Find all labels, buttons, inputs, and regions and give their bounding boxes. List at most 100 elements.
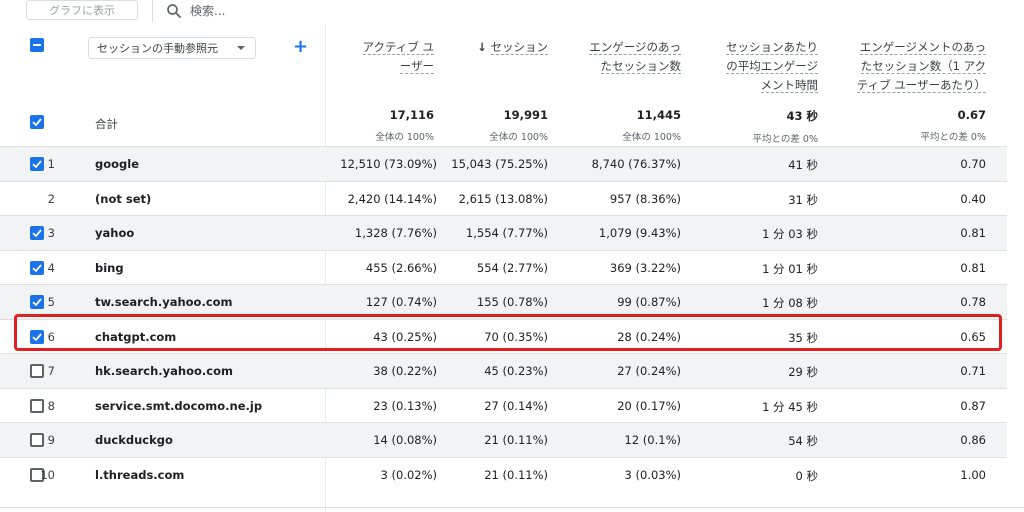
table-row[interactable]: 6 chatgpt.com 43 (0.25%) 70 (0.35%) 28 (0.24… (0, 318, 1007, 354)
table-row[interactable]: 1 google 12,510 (73.09%) 15,043 (75.25%) 8,7… (0, 146, 1007, 181)
select-all-checkbox[interactable] (30, 38, 44, 52)
search-input[interactable]: 検索... (190, 4, 226, 18)
check-icon (32, 332, 42, 341)
sort-arrow-icon: ↓ (477, 40, 487, 54)
row-source-name: l.threads.com (95, 467, 185, 482)
cell-active-users: 14 (0.08%) (373, 433, 437, 447)
row-index: 1 (47, 157, 55, 171)
column-header-engaged-sessions[interactable]: エンゲージのあっ たセッション数 (589, 40, 681, 74)
cell-engaged-sessions: 369 (3.22%) (609, 260, 681, 275)
column-header-engaged-sessions-per-user[interactable]: エンゲージメントのあっ たセッション数（1 アク ティブ ユーザーあたり） (856, 40, 986, 93)
cell-sessions: 554 (2.77%) (476, 260, 548, 275)
total-checkbox[interactable] (30, 115, 44, 129)
cell-sessions: 15,043 (75.25%) (451, 157, 548, 171)
row-index: 9 (47, 433, 55, 447)
cell-avg-engagement-time: 29 秒 (788, 365, 818, 379)
cell-active-users: 455 (2.66%) (365, 260, 437, 275)
cell-engaged-sessions: 8,740 (76.37%) (591, 157, 681, 171)
total-engaged-per-user: 0.67 平均との差 0% (920, 108, 987, 143)
cell-sessions: 45 (0.23%) (484, 364, 548, 378)
cell-engaged-sessions: 12 (0.1%) (624, 433, 681, 447)
dimension-select[interactable]: セッションの手動参照元 (88, 37, 256, 59)
cell-active-users: 12,510 (73.09%) (340, 157, 437, 171)
total-active-users: 17,116 全体の 100% (375, 108, 434, 143)
row-source-name: service.smt.docomo.ne.jp (95, 398, 263, 413)
row-index: 10 (40, 467, 55, 482)
cell-sessions: 21 (0.11%) (484, 433, 548, 447)
check-icon (32, 118, 42, 127)
row-source-name: google (95, 157, 140, 171)
cell-engaged-sessions: 957 (8.36%) (609, 191, 681, 206)
cell-engaged-sessions: 1,079 (9.43%) (598, 226, 681, 240)
cell-avg-engagement-time: 0 秒 (795, 468, 818, 483)
cell-engaged-per-user: 0.81 (960, 226, 986, 240)
table-bottom-border (0, 507, 1024, 508)
cell-engaged-per-user: 0.65 (960, 329, 986, 344)
table-row[interactable]: 3 yahoo 1,328 (7.76%) 1,554 (7.77%) 1,079 (9… (0, 215, 1007, 250)
cell-sessions: 1,554 (7.77%) (465, 226, 548, 240)
table-row[interactable]: 4 bing 455 (2.66%) 554 (2.77%) 369 (3.22%) 1 … (0, 249, 1007, 285)
row-checkbox[interactable] (30, 398, 44, 413)
table-body: 1 google 12,510 (73.09%) 15,043 (75.25%) 8,7… (0, 146, 1007, 491)
total-sessions: 19,991 全体の 100% (489, 108, 548, 143)
row-index: 3 (47, 226, 55, 240)
plot-on-chart-button[interactable]: グラフに表示 (26, 0, 138, 20)
cell-engaged-sessions: 27 (0.24%) (617, 364, 681, 378)
table-row[interactable]: 8 service.smt.docomo.ne.jp 23 (0.13%) 27 (0… (0, 387, 1007, 423)
row-source-name: duckduckgo (95, 433, 173, 447)
check-icon (32, 263, 42, 272)
cell-avg-engagement-time: 54 秒 (788, 434, 818, 448)
chevron-down-icon (237, 46, 245, 50)
row-source-name: tw.search.yahoo.com (95, 295, 233, 309)
table-row[interactable]: 5 tw.search.yahoo.com 127 (0.74%) 155 (0.78… (0, 284, 1007, 319)
row-index: 5 (47, 295, 55, 309)
row-checkbox[interactable] (30, 329, 44, 344)
row-source-name: hk.search.yahoo.com (95, 364, 233, 378)
row-checkbox[interactable] (30, 260, 44, 275)
row-index: 7 (47, 364, 55, 378)
total-label: 合計 (95, 117, 118, 131)
cell-engaged-per-user: 0.78 (960, 295, 986, 309)
row-checkbox[interactable] (30, 157, 44, 171)
cell-engaged-per-user: 0.70 (960, 157, 986, 171)
add-dimension-button[interactable]: + (293, 36, 309, 57)
table-header: セッションの手動参照元 + アクティブ ユ ーザー ↓ セッション エンゲージの… (0, 24, 1024, 146)
row-index: 8 (47, 398, 55, 413)
cell-active-users: 43 (0.25%) (373, 329, 437, 344)
table-row[interactable]: 9 duckduckgo 14 (0.08%) 21 (0.11%) 12 (0.1%)… (0, 422, 1007, 457)
cell-engaged-per-user: 0.81 (960, 260, 986, 275)
cell-avg-engagement-time: 1 分 03 秒 (762, 227, 818, 241)
cell-engaged-per-user: 0.86 (960, 433, 986, 447)
table-row[interactable]: 7 hk.search.yahoo.com 38 (0.22%) 45 (0.23%)… (0, 353, 1007, 388)
column-header-sessions[interactable]: ↓ セッション (477, 40, 548, 55)
row-checkbox[interactable] (30, 467, 44, 482)
row-checkbox[interactable] (30, 364, 44, 378)
cell-avg-engagement-time: 35 秒 (788, 330, 818, 345)
cell-active-users: 127 (0.74%) (365, 295, 437, 309)
column-header-active-users[interactable]: アクティブ ユ ーザー (362, 40, 434, 74)
total-avg-engagement-time: 43 秒平均との差 0% (752, 109, 819, 145)
search-icon[interactable] (165, 2, 183, 20)
row-checkbox[interactable] (30, 295, 44, 309)
cell-engaged-per-user: 0.71 (960, 364, 986, 378)
dimension-select-label: セッションの手動参照元 (97, 42, 218, 55)
cell-sessions: 21 (0.11%) (484, 467, 548, 482)
cell-engaged-per-user: 0.40 (960, 191, 986, 206)
cell-active-users: 38 (0.22%) (373, 364, 437, 378)
cell-active-users: 1,328 (7.76%) (354, 226, 437, 240)
row-checkbox[interactable] (30, 433, 44, 447)
cell-engaged-sessions: 99 (0.87%) (617, 295, 681, 309)
table-row[interactable]: 10 l.threads.com 3 (0.02%) 21 (0.11%) 3 (0.0… (0, 456, 1007, 492)
cell-active-users: 2,420 (14.14%) (347, 191, 437, 206)
row-index: 6 (47, 329, 55, 344)
cell-engaged-per-user: 1.00 (960, 467, 986, 482)
cell-engaged-sessions: 20 (0.17%) (617, 398, 681, 413)
row-checkbox[interactable] (30, 226, 44, 240)
table-row[interactable]: 2 (not set) 2,420 (14.14%) 2,615 (13.08%) 95… (0, 180, 1007, 216)
row-source-name: bing (95, 260, 124, 275)
column-header-avg-engagement-time[interactable]: セッションあたり の平均エンゲージ メント時間 (726, 40, 818, 93)
cell-active-users: 23 (0.13%) (373, 398, 437, 413)
check-icon (32, 160, 42, 169)
cell-avg-engagement-time: 41 秒 (788, 158, 818, 172)
cell-engaged-sessions: 28 (0.24%) (617, 329, 681, 344)
